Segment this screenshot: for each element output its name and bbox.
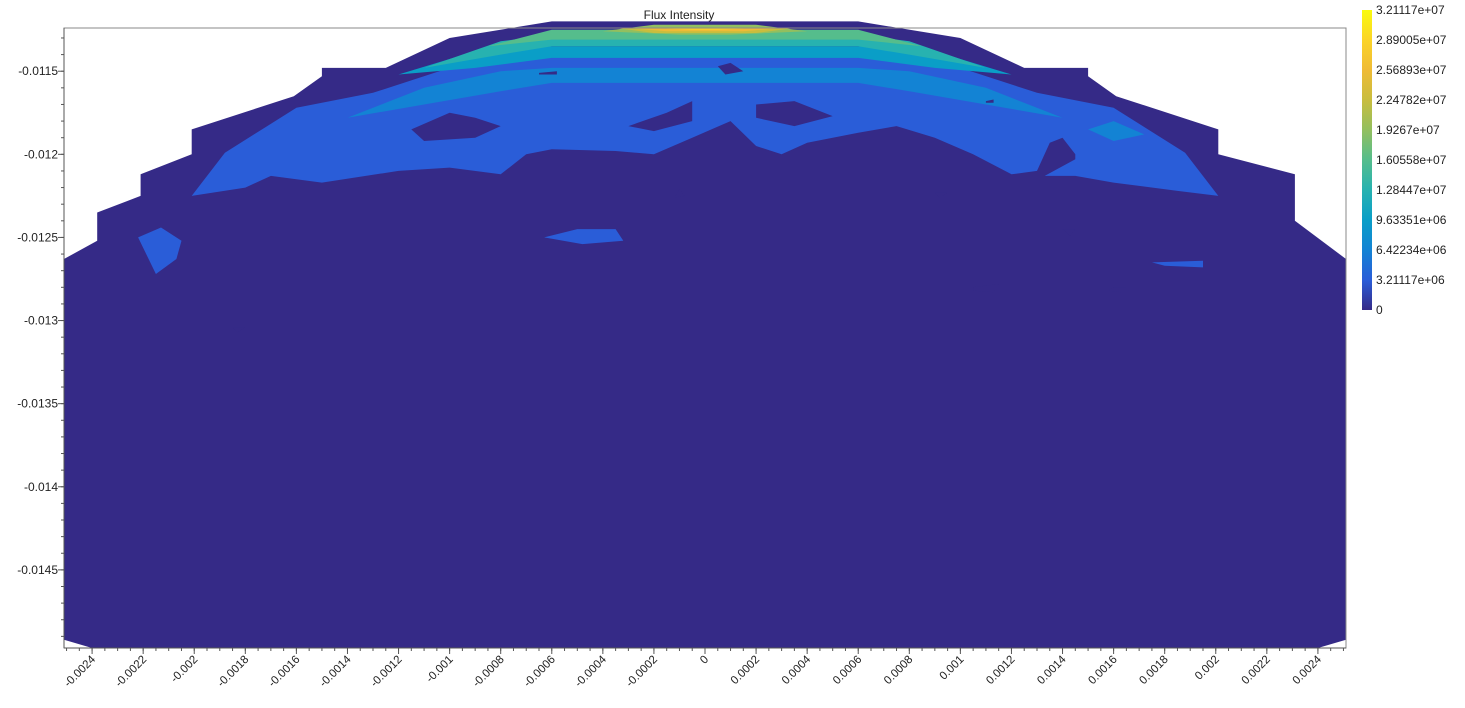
- y-tick-label: -0.0125: [17, 230, 58, 244]
- contour-region-level-3: [398, 46, 1012, 75]
- contour-region-low-patch: [717, 62, 744, 75]
- contour-region-level-2: [347, 67, 1063, 118]
- contour-region-low-patch: [232, 327, 246, 333]
- contour-region-base: [64, 21, 1346, 648]
- contour-region-low-patch: [628, 101, 693, 132]
- contour-region-level-1: [544, 229, 624, 245]
- colorbar-tick-label: 6.42234e+06: [1376, 243, 1447, 257]
- colorbar-tick-label: 3.21117e+07: [1376, 3, 1445, 17]
- contour-region-level-4: [424, 34, 986, 68]
- contour-region-low-patch: [756, 101, 833, 127]
- colorbar: 3.21117e+07 2.89005e+07 2.56893e+07 2.24782…: [1362, 3, 1447, 317]
- contour-region-level-1: [138, 227, 182, 274]
- contour-regions: [64, 21, 1346, 648]
- contour-region-low-patch: [985, 99, 994, 103]
- contour-region-low-patch: [1108, 287, 1127, 293]
- contour-region-low-patch: [934, 192, 948, 198]
- colorbar-tick-label: 2.24782e+07: [1376, 93, 1447, 107]
- contour-region-level-1: [1151, 260, 1203, 268]
- colorbar-tick-label: 1.60558e+07: [1376, 153, 1447, 167]
- y-tick-label: -0.0135: [17, 397, 58, 411]
- colorbar-tick-label: 1.9267e+07: [1376, 123, 1440, 137]
- colorbar-tick-label: 9.63351e+06: [1376, 213, 1447, 227]
- contour-region-low-patch: [539, 71, 557, 75]
- colorbar-tick-label: 2.89005e+07: [1376, 33, 1447, 47]
- y-tick-label: -0.014: [24, 480, 58, 494]
- contour-region-low-patch: [411, 112, 501, 141]
- y-tick-label: -0.0115: [18, 64, 58, 78]
- y-tick-label: -0.0145: [17, 563, 58, 577]
- colorbar-tick-label: 3.21117e+06: [1376, 273, 1445, 287]
- chart-title: Flux Intensity: [644, 8, 715, 22]
- contour-region-level-2: [1088, 121, 1145, 141]
- contour-region-low-patch: [674, 189, 685, 198]
- y-axis: -0.0115 -0.012 -0.0125 -0.013 -0.0135 -0.014 -…: [17, 28, 65, 648]
- y-tick-label: -0.013: [24, 314, 58, 328]
- contour-region-low-patch: [973, 284, 999, 293]
- colorbar-bar: [1362, 10, 1372, 310]
- colorbar-tick-label: 0: [1376, 303, 1383, 317]
- contour-region-low-patch: [1062, 229, 1076, 236]
- colorbar-tick-label: 1.28447e+07: [1376, 183, 1447, 197]
- contour-region-level-5: [487, 29, 923, 47]
- y-tick-label: -0.012: [24, 147, 58, 161]
- colorbar-tick-label: 2.56893e+07: [1376, 63, 1447, 77]
